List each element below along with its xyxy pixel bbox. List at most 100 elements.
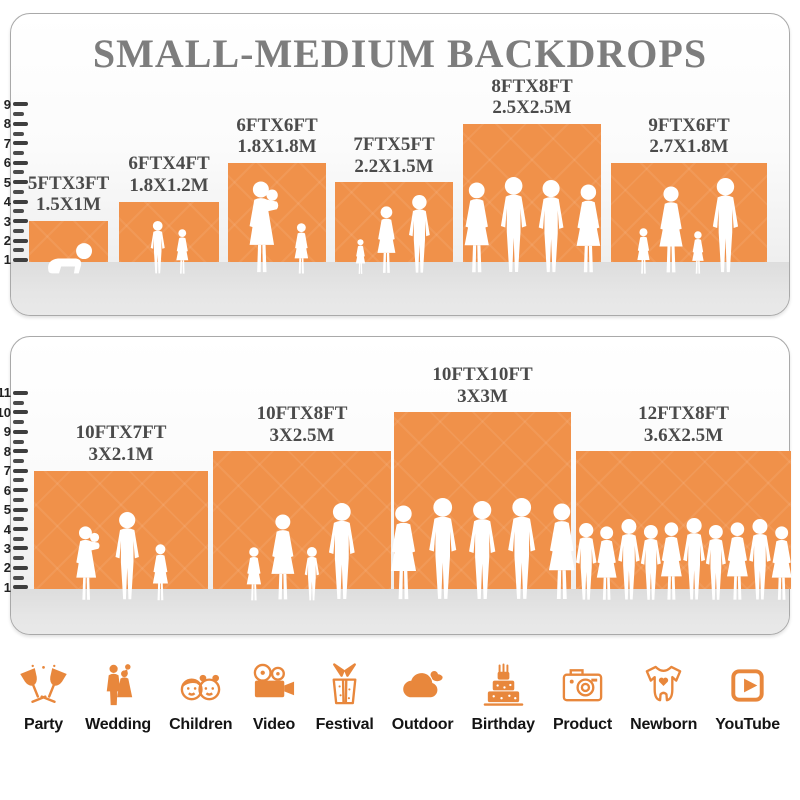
tick-dash [13,189,24,194]
tick-dash [13,228,24,233]
youtube-icon [731,669,764,702]
tick-dash [13,556,24,561]
size-meters: 2.7X1.8M [649,136,729,158]
panel-medium-large-backdrops: 1 2 3 4 5 6 7 8 9 10 11 10FTX7FT 3X2.1M 10FTX8FT 3X2.… [0,336,790,635]
axis-tick-major: 8 [0,116,28,131]
woman-silhouette [374,206,399,275]
festival-icon [332,663,357,705]
tick-dash [13,517,24,522]
axis-tick-label: 1 [3,579,11,595]
backdrop-bar-10ftx10ft: 10FTX10FT 3X3M [394,364,571,589]
baby-silhouette [42,242,95,275]
axis-tick-label: 11 [0,385,11,401]
category-label: YouTube [715,716,780,733]
axis-tick-major: 6 [0,155,28,171]
man-silhouette [496,177,531,275]
axis-tick-label: 3 [3,213,11,229]
bar-size-label: 9FTX6FT 2.7X1.8M [549,115,800,158]
woman-silhouette [572,184,605,275]
axis-tick-label: 2 [3,560,11,576]
tick-dash [13,536,24,541]
backdrop-bar-6ftx6ft: 6FTX6FT 1.8X1.8M [228,115,326,262]
size-meters: 3X3M [457,385,508,407]
tick-dash [13,160,28,165]
woman-silhouette [386,505,421,602]
axis-tick-label: 5 [3,502,11,518]
tick-dash [13,546,28,551]
size-meters: 2.2X1.5M [354,155,434,177]
category-product: Product [553,662,612,734]
people-silhouettes [463,177,601,275]
people-silhouettes [611,178,767,275]
panel-small-medium-backdrops: SMALL-MEDIUM BACKDROPS 1 2 3 4 5 6 7 8 9 5FTX3FT… [4,13,790,316]
man-silhouette [708,178,743,275]
girl-silhouette [690,231,706,275]
axis-tick-minor [0,454,24,468]
category-label: Party [23,716,64,733]
axis-tick-minor [0,415,24,429]
category-youtube: YouTube [715,662,780,734]
bar-size-label: 10FTX8FT 3X2.5M [142,403,462,446]
tick-dash [13,219,28,224]
backdrop-bar-10ftx7ft: 10FTX7FT 3X2.1M [34,422,208,589]
girl-silhouette [354,239,367,275]
size-feet: 8FTX8FT [491,75,573,97]
size-feet: 10FTX7FT [75,422,167,444]
axis-tick-minor [0,165,24,179]
girl-silhouette [292,223,311,275]
size-meters: 1.8X1.8M [237,136,317,158]
category-children: Children [169,662,233,734]
axis-tick-minor [0,107,24,121]
category-wedding: Wedding [85,662,151,734]
axis-tick-major: 4 [0,194,28,209]
size-meters: 2.5X2.5M [492,97,572,119]
category-label: Birthday [471,716,536,733]
axis-tick-minor [0,532,24,546]
axis-tick-label: 3 [3,540,11,556]
axis-tick-minor [0,493,24,507]
axis-tick-minor [0,204,24,218]
girl-silhouette [150,544,171,602]
axis-tick-major: 4 [0,522,28,537]
tick-dash [13,199,28,204]
category-video: Video [250,662,297,734]
people-silhouettes [29,242,108,275]
tick-dash [13,131,24,136]
axis-tick-label: 6 [3,155,11,171]
size-feet: 6FTX6FT [236,114,318,136]
people-silhouettes [228,181,326,275]
wedding-icon [106,664,132,706]
axis-tick-major: 8 [0,444,28,459]
category-label: Video [252,716,296,733]
man-silhouette [111,512,143,602]
axis-tick-label: 7 [3,135,11,151]
axis-tick-label: 9 [3,96,11,112]
category-festival: Festival [316,662,374,734]
axis-tick-major: 11 [0,385,28,401]
girl-silhouette [635,228,652,275]
category-label: Wedding [85,716,151,733]
tick-dash [13,565,28,570]
axis-tick-major: 5 [0,175,28,190]
axis-tick-major: 9 [0,96,28,112]
tick-dash [13,420,24,425]
tick-dash [13,459,24,463]
category-birthday: Birthday [472,662,535,734]
bar-size-label: 8FTX8FT 2.5X2.5M [408,76,656,119]
people-silhouettes [213,503,391,602]
axis-tick-minor [0,396,24,410]
size-feet: 5FTX3FT [27,172,110,194]
bar-size-label: 5FTX3FT 1.5X1M [0,173,140,216]
newborn-icon [645,665,682,702]
tick-dash [13,497,24,502]
tick-dash [13,238,28,243]
party-icon [20,664,67,703]
outdoor-icon [403,671,443,698]
axis-tick-label: 9 [3,424,11,440]
axis-tick-major: 7 [0,463,28,478]
size-feet: 10FTX10FT [432,364,533,386]
category-icons-row: Party Wedding Children Video Festival Outdoor… [0,662,800,734]
tick-dash [13,121,28,126]
birthday-icon [483,663,523,706]
